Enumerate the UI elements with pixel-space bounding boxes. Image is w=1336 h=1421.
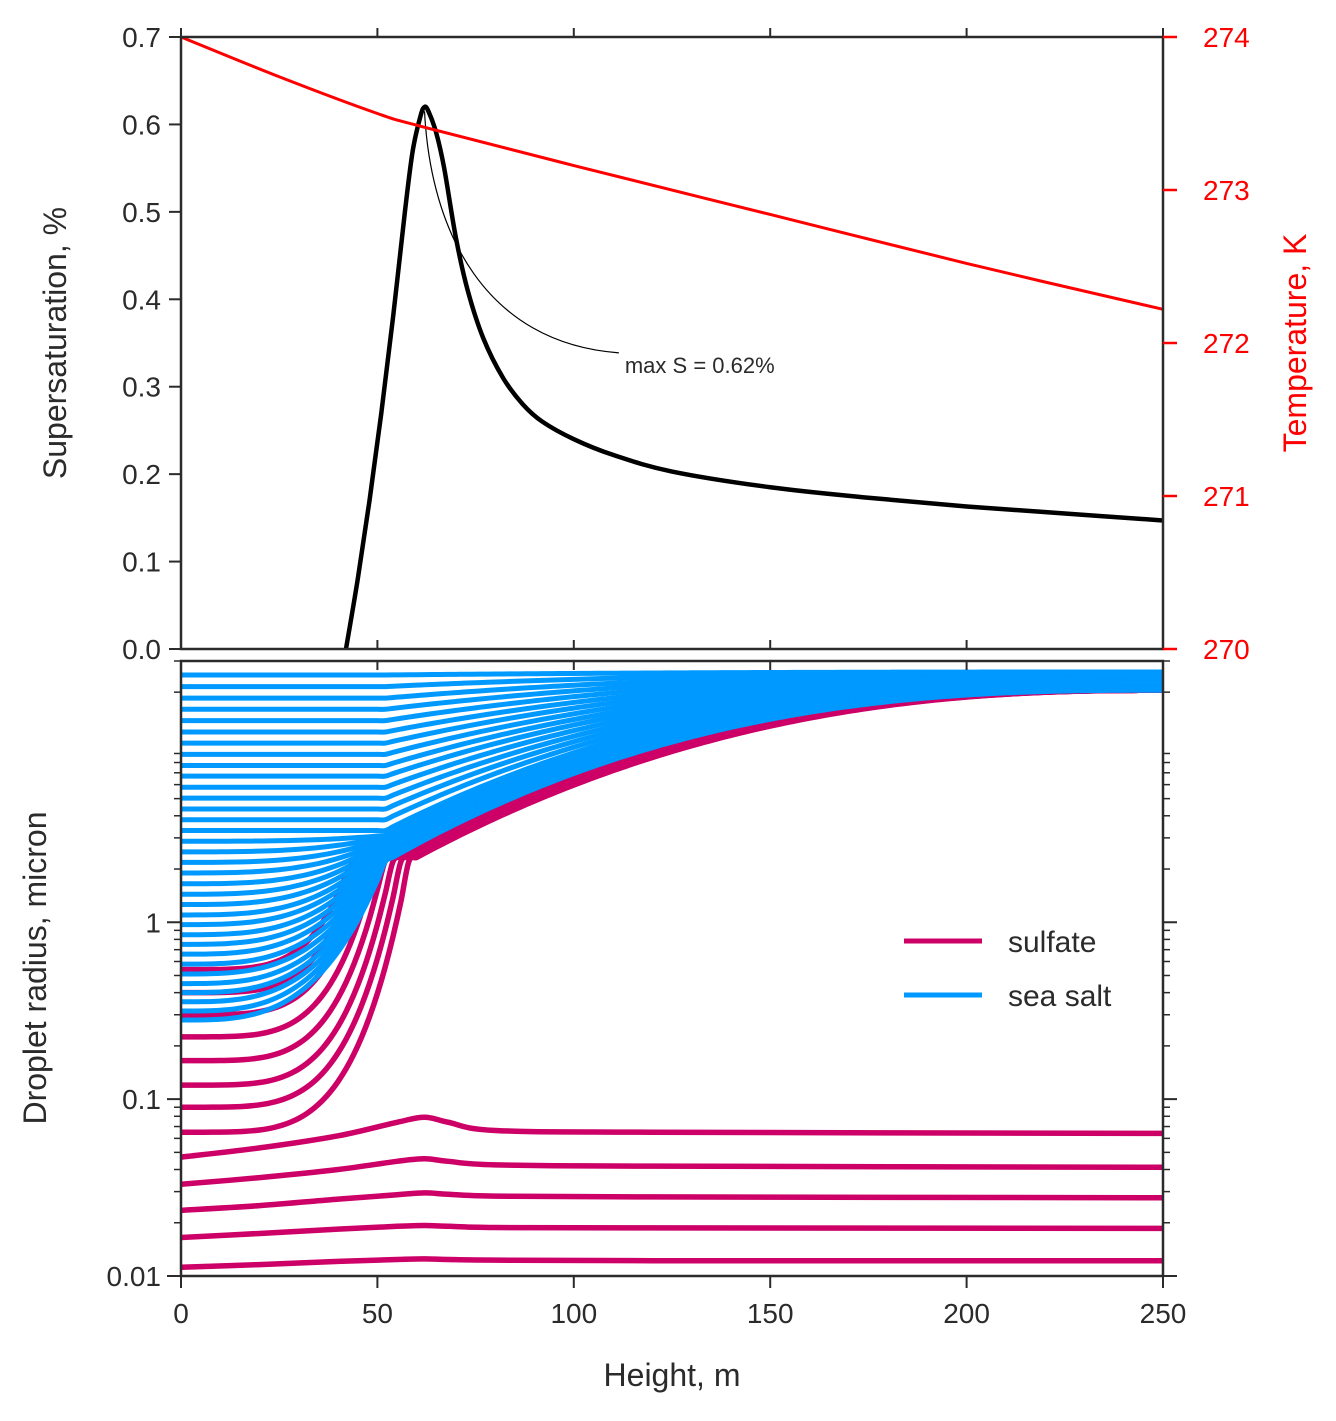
supersaturation-line [343, 104, 1164, 650]
x-tick-label: 150 [747, 1298, 794, 1329]
annotation-connector [423, 111, 619, 354]
y-axis-label-droplet-radius: Droplet radius, micron [17, 812, 53, 1125]
y-tick-label: 0.5 [122, 197, 161, 228]
y2-tick-label: 274 [1203, 22, 1250, 53]
y-tick-label: 0.01 [107, 1261, 162, 1292]
x-tick-label: 0 [173, 1298, 189, 1329]
y2-tick-label: 271 [1203, 481, 1250, 512]
annotation-max-s: max S = 0.62% [625, 353, 775, 378]
x-tick-label: 200 [943, 1298, 990, 1329]
sulfate-unactivated-line [181, 1256, 1163, 1271]
temperature-line [180, 35, 1164, 311]
y-axis-label-supersaturation: Supersaturation, % [37, 207, 73, 479]
bottom-panel-frame [179, 659, 1165, 1278]
sulfate-unactivated-line [181, 1114, 1163, 1160]
sulfate-unactivated-line [181, 1190, 1163, 1214]
x-axis-label-height: Height, m [604, 1357, 741, 1393]
y-tick-label: 0.1 [122, 547, 161, 578]
y-tick-label: 0.7 [122, 22, 161, 53]
top-panel-ticks: 0.0 0.1 0.2 0.3 0.4 0.5 0.6 0.7 270 271 272 273 274 [122, 22, 1250, 665]
x-tick-label: 100 [550, 1298, 597, 1329]
y-tick-label: 1 [145, 907, 161, 938]
y-tick-label: 0.3 [122, 372, 161, 403]
y-tick-label: 0.0 [122, 634, 161, 665]
x-tick-label: 50 [362, 1298, 393, 1329]
bottom-panel-lines [181, 669, 1163, 1271]
sulfate-unactivated-line [181, 1222, 1163, 1241]
y2-axis-label-temperature: Temperature, K [1277, 234, 1313, 453]
droplet-radius-panel: 0 50 100 150 200 250 0.01 0.1 1 Droplet radius, … [17, 659, 1187, 1393]
sea-salt-line [181, 669, 1163, 678]
sulfate-unactivated-line [181, 1156, 1163, 1188]
y2-tick-label: 272 [1203, 328, 1250, 359]
legend-label: sulfate [1008, 926, 1096, 959]
legend: sulfate sea salt [904, 926, 1112, 1013]
x-tick-label: 250 [1140, 1298, 1187, 1329]
bottom-panel-ticks: 0 50 100 150 200 250 0.01 0.1 1 [107, 660, 1187, 1329]
y-tick-label: 0.1 [122, 1084, 161, 1115]
supersaturation-panel: max S = 0.62% 0.0 0.1 0.2 0.3 0.4 0.5 0.6 0.7 27… [37, 22, 1313, 665]
top-panel-frame [179, 35, 1165, 651]
y2-tick-label: 270 [1203, 634, 1250, 665]
legend-label: sea salt [1008, 980, 1112, 1013]
y-tick-label: 0.2 [122, 459, 161, 490]
y2-tick-label: 273 [1203, 175, 1250, 206]
y-tick-label: 0.6 [122, 109, 161, 140]
top-panel-lines: max S = 0.62% [180, 35, 1164, 650]
y-tick-label: 0.4 [122, 284, 161, 315]
